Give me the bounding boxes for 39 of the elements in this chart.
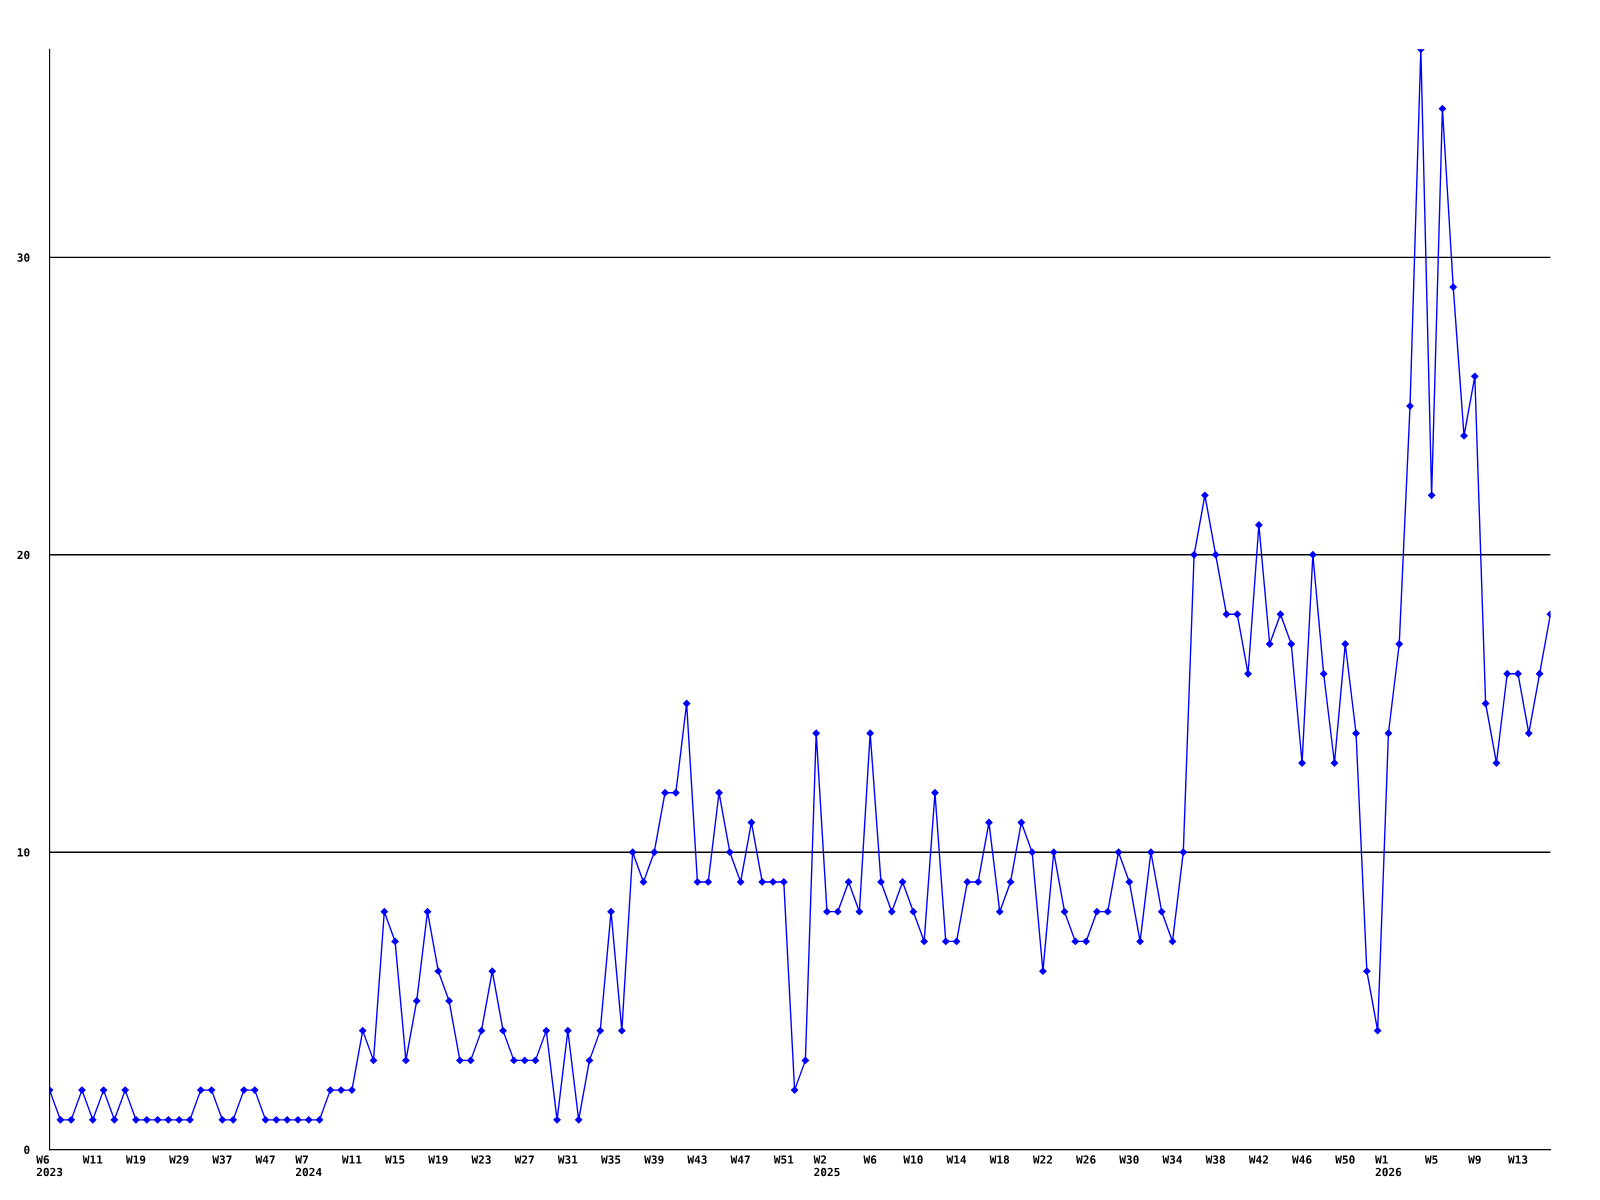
x-tick-label: W6 2023 bbox=[36, 1155, 63, 1177]
y-tick-label: 30 bbox=[17, 253, 30, 262]
x-tick-label: W34 bbox=[1162, 1155, 1183, 1164]
x-tick-label: W30 bbox=[1119, 1155, 1139, 1164]
y-tick-label: 0 bbox=[24, 1145, 30, 1154]
x-tick-label: W9 bbox=[1468, 1155, 1481, 1164]
x-tick-label: W38 bbox=[1205, 1155, 1226, 1164]
x-tick-label: W10 bbox=[903, 1155, 923, 1164]
x-tick-label: W42 bbox=[1248, 1155, 1268, 1164]
x-tick-label: W37 bbox=[212, 1155, 232, 1164]
x-tick-label: W2 2025 bbox=[813, 1155, 840, 1177]
x-tick-label: W23 bbox=[471, 1155, 491, 1164]
x-tick-label: W1 2026 bbox=[1375, 1155, 1402, 1177]
x-tick-label: W7 2024 bbox=[295, 1155, 322, 1177]
x-tick-label: W43 bbox=[687, 1155, 707, 1164]
x-tick-label: W47 bbox=[255, 1155, 275, 1164]
x-tick-label: W46 bbox=[1292, 1155, 1312, 1164]
x-tick-label: W6 bbox=[863, 1155, 877, 1164]
x-tick-label: W51 bbox=[773, 1155, 794, 1164]
x-tick-label: W19 bbox=[428, 1155, 448, 1164]
x-tick-label: W11 bbox=[341, 1155, 362, 1164]
x-tick-label: W18 bbox=[989, 1155, 1010, 1164]
x-tick-label: W13 bbox=[1507, 1155, 1528, 1164]
x-tick-label: W50 bbox=[1335, 1155, 1355, 1164]
x-tick-label: W11 bbox=[82, 1155, 103, 1164]
y-tick-label: 20 bbox=[17, 550, 30, 560]
x-tick-label: W22 bbox=[1032, 1155, 1053, 1164]
x-tick-label: W15 bbox=[385, 1155, 405, 1164]
x-tick-label: W14 bbox=[946, 1155, 967, 1164]
x-tick-label: W31 bbox=[557, 1155, 578, 1164]
x-tick-label: W26 bbox=[1076, 1155, 1096, 1164]
x-tick-label: W5 bbox=[1424, 1155, 1438, 1164]
x-tick-label: W19 bbox=[125, 1155, 146, 1164]
x-tick-label: W47 bbox=[730, 1155, 750, 1164]
y-tick-label: 10 bbox=[17, 848, 30, 857]
x-tick-label: W29 bbox=[169, 1155, 189, 1164]
x-tick-label: W27 bbox=[514, 1155, 534, 1164]
x-tick-label: W39 bbox=[644, 1155, 664, 1164]
x-tick-label: W35 bbox=[601, 1155, 621, 1164]
